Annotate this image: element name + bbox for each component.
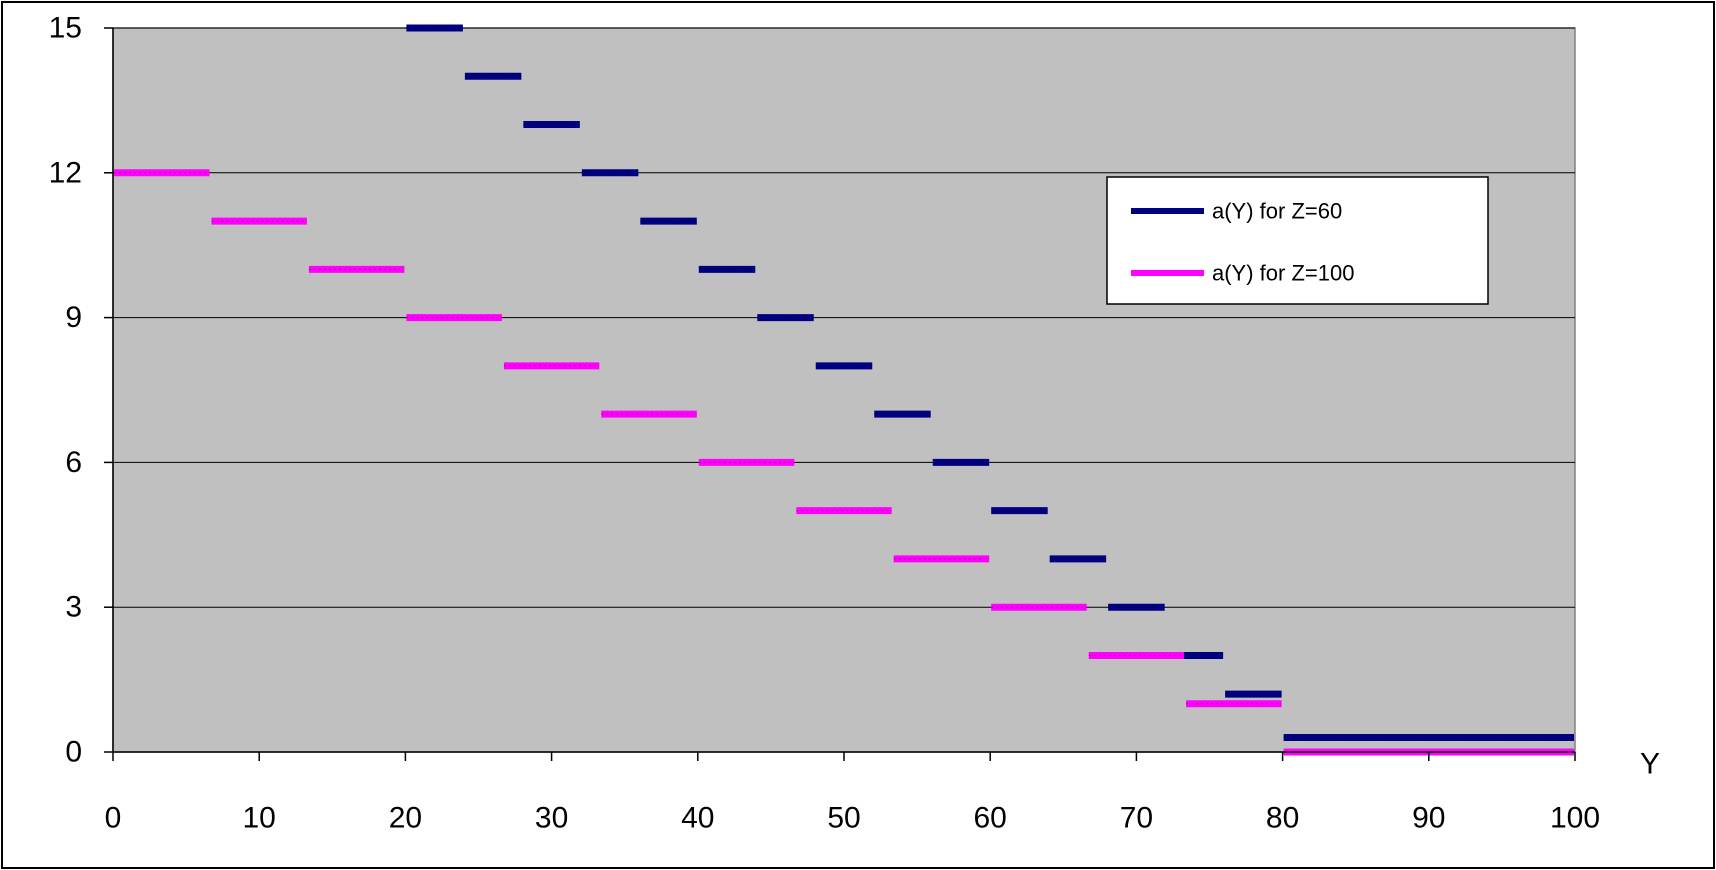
y-tick-label: 3 — [65, 591, 82, 624]
x-tick-label: 100 — [1550, 802, 1600, 835]
y-tick-label: 9 — [65, 301, 82, 334]
x-tick-label: 20 — [389, 802, 422, 835]
y-tick-label: 12 — [49, 156, 82, 189]
x-tick-label: 60 — [974, 802, 1007, 835]
x-tick-label: 10 — [243, 802, 276, 835]
x-tick-label: 0 — [105, 802, 122, 835]
legend: a(Y) for Z=60 a(Y) for Z=100 — [1106, 176, 1489, 305]
x-tick-label: 80 — [1266, 802, 1299, 835]
legend-box — [1106, 176, 1489, 305]
legend-label-z60: a(Y) for Z=60 — [1212, 199, 1342, 224]
x-tick-label: 70 — [1120, 802, 1153, 835]
y-tick-label: 15 — [49, 12, 82, 45]
x-tick-label: 30 — [535, 802, 568, 835]
plot-area — [112, 27, 1576, 753]
y-tick-label: 0 — [65, 736, 82, 769]
x-axis-label: Y — [1640, 748, 1660, 781]
series-segments — [114, 24, 1574, 756]
x-tick-label: 50 — [827, 802, 860, 835]
y-tick-label: 6 — [65, 446, 82, 479]
x-tick-label: 40 — [681, 802, 714, 835]
x-tick-label: 90 — [1412, 802, 1445, 835]
x-tick-labels: 0 10 20 30 40 50 60 70 80 90 100 — [105, 802, 1600, 835]
y-tick-labels: 0 3 6 9 12 15 — [49, 12, 82, 769]
legend-label-z100: a(Y) for Z=100 — [1212, 261, 1354, 286]
gridlines — [113, 27, 1575, 608]
axes — [104, 27, 1576, 761]
